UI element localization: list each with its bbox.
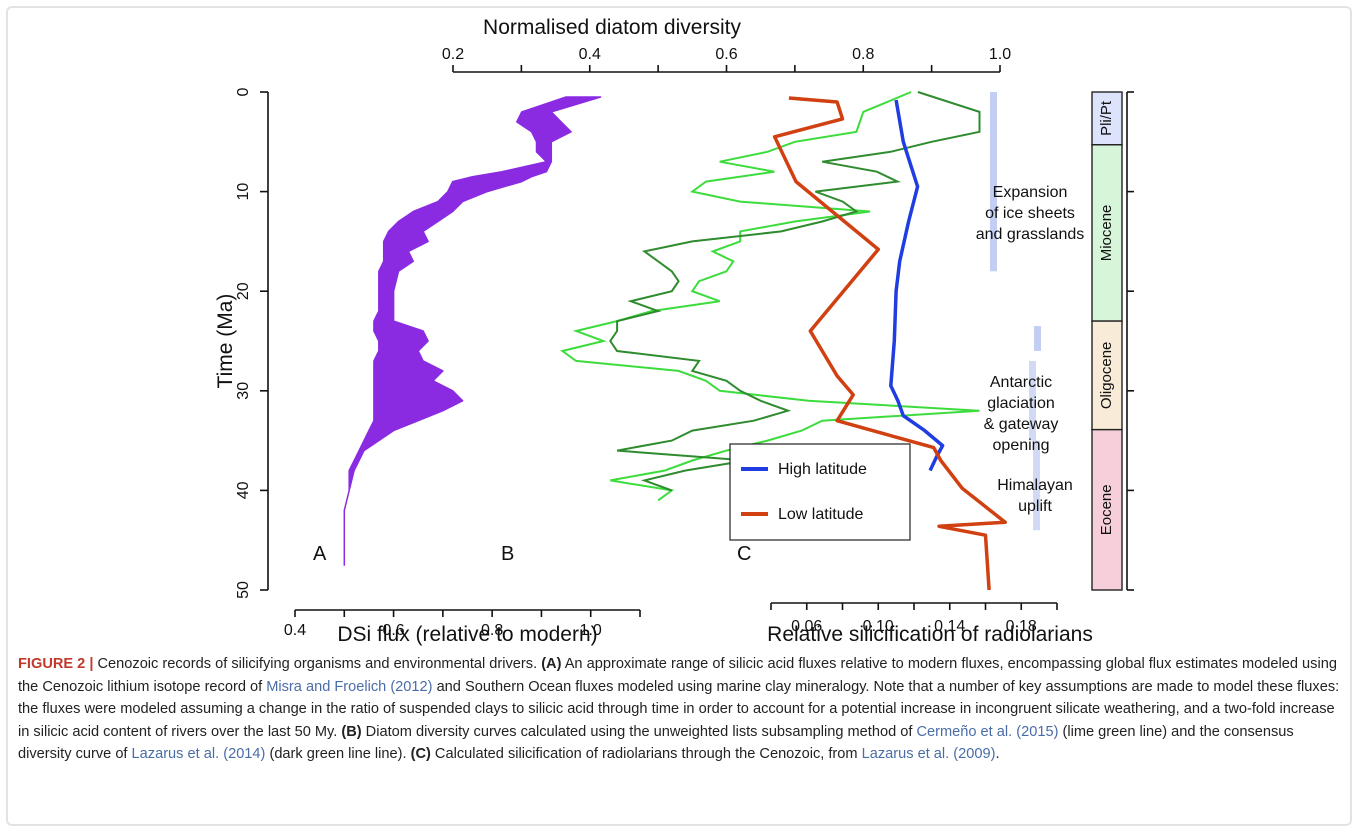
panel-letter-b: B — [501, 543, 514, 565]
caption-reference-link[interactable]: Cermeño et al. (2015) — [916, 723, 1059, 740]
y-tick-label: 0 — [235, 87, 252, 96]
panel-letter-c: C — [737, 543, 751, 565]
event-annotation: Expansion of ice sheets and grasslands — [976, 184, 1085, 243]
event-bars-layer — [990, 92, 1041, 531]
epoch-label: Miocene — [1098, 205, 1115, 262]
panel-a-layer — [343, 96, 602, 566]
epoch-box — [1091, 428, 1123, 591]
event-bar — [1034, 326, 1041, 351]
x-axis-a-tick-label: 0.4 — [284, 622, 306, 639]
x-axis-b-tick-label: 0.8 — [852, 46, 874, 63]
caption-text: Diatom diversity curves calculated using… — [361, 723, 917, 740]
caption-text: (lime green line) and the consensus dive… — [18, 723, 1294, 763]
x-axis-c-tick-label: 0.10 — [863, 618, 894, 635]
x-axis-c-title: Relative silicification of radiolarians — [767, 623, 1093, 646]
epoch-box — [1091, 91, 1123, 146]
event-annotation: Himalayan uplift — [997, 477, 1073, 515]
event-annotation-line: uplift — [1018, 498, 1052, 515]
diversity-line-dark — [609, 91, 981, 492]
event-bar — [990, 92, 997, 272]
epochs-layer: Pli/Pt Miocene Oligocene Eocene — [1091, 91, 1134, 591]
caption-body: Cenozoic records of silicifying organism… — [18, 656, 1339, 762]
event-bar — [1029, 360, 1036, 441]
figure-label: FIGURE 2 | — [18, 656, 94, 672]
y-tick-label: 20 — [235, 282, 252, 300]
caption-text: Cenozoic records of silicifying organism… — [93, 656, 542, 672]
x-axis-a-tick-label: 0.8 — [481, 622, 503, 639]
event-annotation-line: Antarctic — [990, 374, 1052, 391]
y-axis-title: Time (Ma) — [214, 294, 237, 389]
caption-panel-tag: (C) — [410, 746, 431, 763]
silicification-line-high-latitude — [889, 99, 945, 472]
events-layer: Expansion of ice sheets and grasslands Anta… — [976, 184, 1085, 515]
epoch-box — [1091, 144, 1123, 322]
y-tick-label: 30 — [235, 382, 252, 400]
dsi-flux-range-area — [343, 96, 602, 566]
caption-panel-tag: (A) — [541, 656, 562, 672]
event-annotation-line: & gateway — [984, 416, 1059, 433]
y-tick-label: 10 — [235, 183, 252, 201]
x-axis-b-tick-label: 0.6 — [715, 46, 737, 63]
legend-label: High latitude — [778, 461, 867, 478]
x-axis-a-tick-label: 1.0 — [580, 622, 602, 639]
event-annotation: Antarctic glaciation & gateway opening — [984, 374, 1059, 454]
caption-reference-link[interactable]: Misra and Froelich (2012) — [266, 678, 433, 695]
event-annotation-line: glaciation — [987, 395, 1055, 412]
caption-text: and Southern Ocean fluxes modeled using … — [18, 678, 1340, 740]
silicification-line-low-latitude — [772, 96, 1007, 591]
event-annotation-line: of ice sheets — [985, 205, 1075, 222]
legend-label: Low latitude — [778, 506, 863, 523]
panel-letter-a: A — [313, 543, 327, 565]
caption-reference-link[interactable]: Lazarus et al. (2009) — [861, 746, 996, 763]
x-axis-b-tick-label: 0.4 — [579, 46, 601, 63]
diversity-line-lime — [560, 91, 980, 502]
legend-layer: High latitude Low latitude — [729, 443, 911, 541]
x-axis-a-title: DSi flux (relative to modern) — [337, 623, 597, 646]
caption-text: . — [995, 746, 1000, 763]
caption-panel-tag: (B) — [341, 723, 362, 740]
epoch-label: Pli/Pt — [1098, 100, 1115, 136]
x-axis-c-tick-label: 0.18 — [1006, 618, 1037, 635]
event-annotation-line: opening — [993, 437, 1050, 454]
epoch-label: Oligocene — [1098, 342, 1115, 410]
x-axis-b-tick-label: 1.0 — [989, 46, 1011, 63]
caption-text: (dark green line line). — [265, 746, 411, 763]
x-axis-b-tick-label: 0.2 — [442, 46, 464, 63]
event-annotation-line: Expansion — [993, 184, 1068, 201]
event-annotation-line: and grasslands — [976, 226, 1085, 243]
epoch-label: Eocene — [1098, 484, 1115, 535]
caption-text: An approximate range of silicic acid flu… — [18, 656, 1337, 695]
caption-text: Calculated silicification of radiolarian… — [430, 746, 862, 763]
figure-caption: FIGURE 2 | Cenozoic records of silicifyi… — [18, 653, 1340, 766]
y-tick-label: 50 — [235, 581, 252, 599]
x-axis-b-title: Normalised diatom diversity — [483, 16, 741, 39]
panel-b-layer — [560, 91, 981, 502]
y-tick-label: 40 — [235, 481, 252, 499]
x-axis-c-tick-label: 0.06 — [791, 618, 822, 635]
event-bar — [1033, 440, 1040, 531]
x-axis-a-tick-label: 0.6 — [382, 622, 404, 639]
epoch-box — [1091, 320, 1123, 431]
caption-reference-link[interactable]: Lazarus et al. (2014) — [131, 746, 266, 763]
legend-box — [729, 443, 911, 541]
x-axis-c-tick-label: 0.14 — [934, 618, 965, 635]
panel-c-layer — [772, 96, 1007, 591]
event-annotation-line: Himalayan — [997, 477, 1073, 494]
